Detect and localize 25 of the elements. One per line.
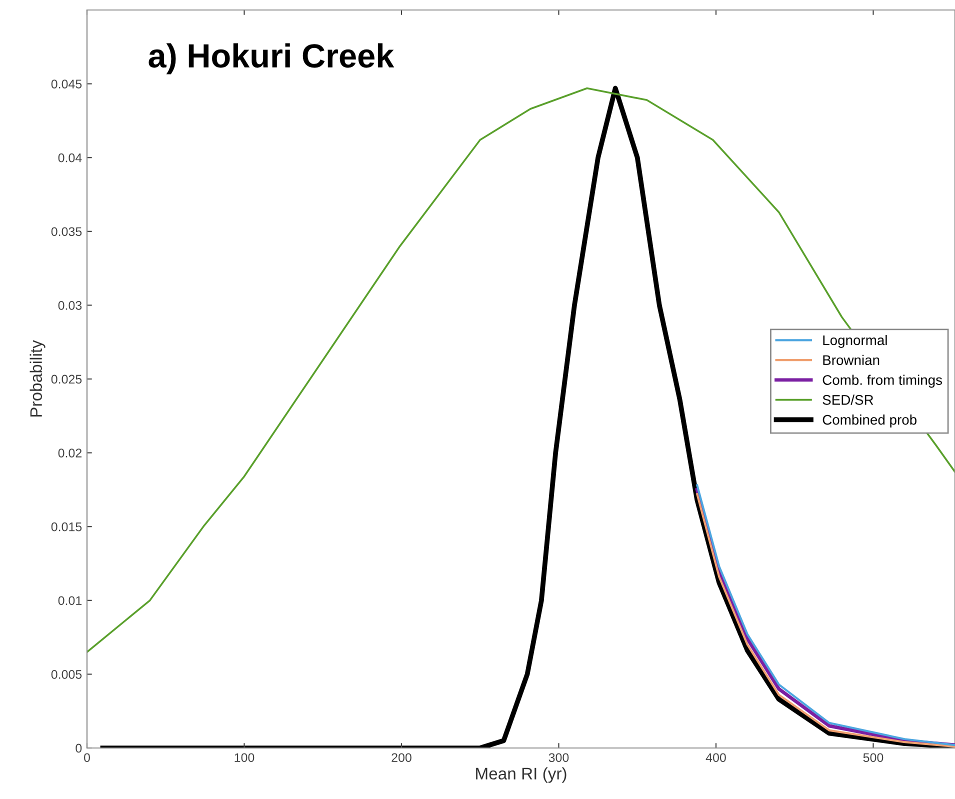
y-tick-label: 0.02: [58, 448, 82, 458]
x-tick-label: 0: [84, 753, 90, 762]
x-tick-label: 500: [863, 753, 884, 762]
y-tick-label: 0.005: [51, 670, 82, 679]
legend-label: Brownian: [823, 354, 880, 366]
y-tick-label: 0.015: [51, 522, 82, 532]
x-tick-label: 200: [392, 753, 412, 762]
legend-label: Comb. from timings: [822, 374, 942, 388]
x-tick-label: 100: [234, 753, 254, 762]
y-tick-label: 0: [76, 744, 82, 753]
y-axis-title: Probability: [30, 340, 46, 417]
legend-label: SED/SR: [822, 394, 874, 405]
text: a) Hokuri Creek: [148, 43, 394, 74]
y-tick-label: 0.03: [58, 301, 82, 310]
x-tick-label: 300: [548, 753, 569, 762]
y-tick-label: 0.035: [51, 227, 82, 236]
y-tick-label: 0.025: [51, 374, 82, 384]
y-tick-label: 0.045: [51, 80, 82, 88]
legend-label: Combined prob: [822, 414, 916, 428]
x-tick-label: 400: [706, 753, 726, 762]
line-series: [87, 87, 955, 653]
legend-label: Lognormal: [823, 334, 887, 348]
y-tick-label: 0.04: [58, 153, 82, 162]
y-tick-label: 0.01: [58, 596, 82, 606]
x-axis-title: Mean RI (yr): [476, 767, 566, 783]
